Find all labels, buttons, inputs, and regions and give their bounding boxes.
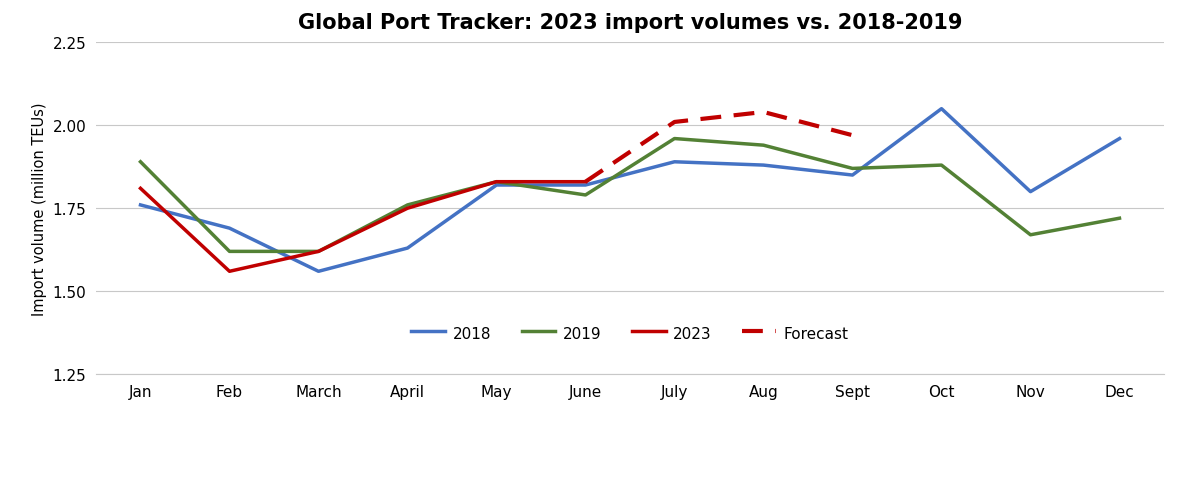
2019: [578, 192, 593, 198]
2019: [756, 143, 770, 149]
2019: [845, 166, 859, 172]
2019: [667, 136, 682, 142]
2023: [222, 269, 236, 275]
2019: [1112, 216, 1127, 222]
Forecast: [845, 133, 859, 139]
Y-axis label: Import volume (million TEUs): Import volume (million TEUs): [32, 102, 47, 315]
2019: [311, 249, 325, 255]
Line: 2019: 2019: [140, 139, 1120, 252]
2023: [490, 180, 504, 185]
2018: [133, 203, 148, 208]
2018: [667, 159, 682, 165]
Line: 2023: 2023: [140, 182, 586, 272]
2019: [222, 249, 236, 255]
2018: [1024, 189, 1038, 195]
2018: [222, 226, 236, 231]
2019: [1024, 232, 1038, 238]
2018: [578, 183, 593, 189]
2018: [490, 183, 504, 189]
2018: [311, 269, 325, 275]
2018: [401, 246, 415, 252]
2018: [756, 163, 770, 168]
2023: [401, 206, 415, 212]
2019: [490, 180, 504, 185]
2019: [935, 163, 949, 168]
Line: 2018: 2018: [140, 109, 1120, 272]
2023: [578, 180, 593, 185]
2018: [935, 107, 949, 112]
2019: [401, 203, 415, 208]
Line: Forecast: Forecast: [586, 113, 852, 182]
2023: [311, 249, 325, 255]
Forecast: [756, 110, 770, 116]
Title: Global Port Tracker: 2023 import volumes vs. 2018-2019: Global Port Tracker: 2023 import volumes…: [298, 13, 962, 33]
Forecast: [578, 180, 593, 185]
2018: [1112, 136, 1127, 142]
2023: [133, 186, 148, 192]
Forecast: [667, 120, 682, 126]
Legend: 2018, 2019, 2023, Forecast: 2018, 2019, 2023, Forecast: [406, 320, 854, 347]
2019: [133, 159, 148, 165]
2018: [845, 173, 859, 179]
